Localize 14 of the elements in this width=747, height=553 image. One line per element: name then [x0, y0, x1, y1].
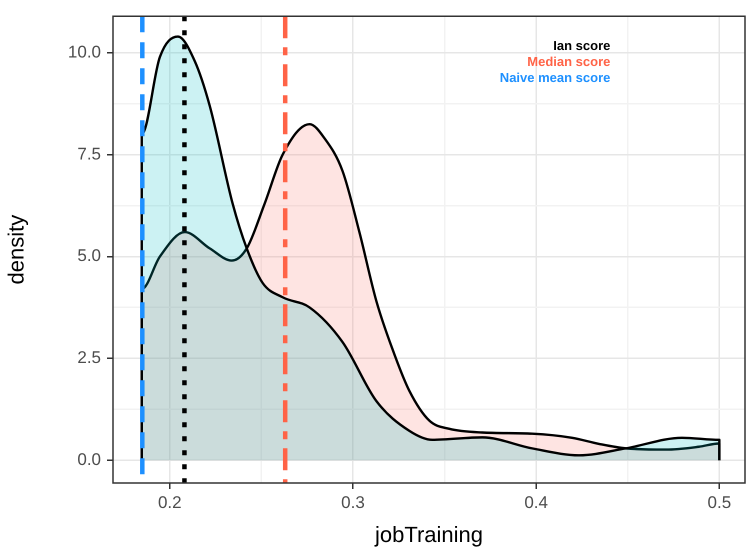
y-tick-label: 10.0: [68, 42, 101, 62]
y-tick-label: 0.0: [77, 450, 101, 469]
ref-line-label: Ian score: [553, 38, 610, 53]
ref-line-label: Naive mean score: [500, 70, 610, 85]
x-tick-label: 0.4: [524, 492, 548, 512]
x-tick-label: 0.2: [158, 492, 182, 512]
y-tick-label: 5.0: [77, 246, 101, 266]
x-tick-label: 0.5: [708, 492, 732, 512]
ref-line-label: Median score: [527, 54, 610, 69]
x-tick-label: 0.3: [341, 492, 365, 512]
y-axis-title: density: [3, 214, 28, 284]
y-tick-label: 7.5: [77, 144, 101, 164]
x-axis-title: jobTraining: [374, 522, 484, 547]
y-tick-label: 2.5: [77, 348, 101, 368]
